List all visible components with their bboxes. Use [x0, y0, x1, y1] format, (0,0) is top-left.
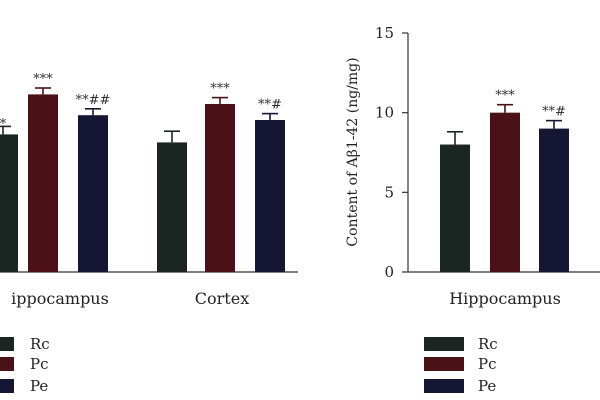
bar-pc: [490, 112, 520, 273]
right-bar-chart: 0 5 10 15 Content of Aβ1-42 (ng/mg) *** **# Hip…: [345, 24, 600, 308]
significance-label: **#: [542, 105, 566, 120]
legend-label-pe: Pe: [30, 377, 48, 395]
legend-swatch-rc: [424, 337, 464, 351]
y-tick-label: 0: [384, 263, 394, 281]
y-tick-label: 10: [375, 104, 394, 122]
y-tick-label: 15: [375, 24, 394, 42]
legend-label-pc: Pc: [30, 355, 49, 373]
bar-rc-0: [0, 134, 18, 272]
significance-label: **#: [258, 98, 282, 113]
left-legend: Rc Pc Pe: [0, 335, 50, 395]
legend-swatch-rc: [0, 337, 14, 351]
significance-label-cropped: *: [0, 117, 7, 132]
bar-pe-0: [78, 115, 108, 272]
right-legend: Rc Pc Pe: [424, 335, 498, 395]
legend-swatch-pe: [0, 379, 14, 393]
bar-rc: [440, 144, 470, 272]
category-label: ippocampus: [11, 289, 109, 308]
bar-rc-1: [157, 142, 187, 272]
bar-pc-0: [28, 94, 58, 273]
category-label: Cortex: [195, 289, 249, 308]
legend-swatch-pe: [424, 379, 464, 393]
legend-label-rc: Rc: [478, 335, 498, 353]
y-tick-label: 5: [384, 183, 394, 201]
legend-label-rc: Rc: [30, 335, 50, 353]
legend-label-pc: Pc: [478, 355, 497, 373]
significance-label: ***: [495, 89, 515, 104]
legend-swatch-pc: [0, 357, 14, 371]
y-axis-label: Content of Aβ1-42 (ng/mg): [345, 57, 361, 246]
left-bar-chart: *** **## *** **# * ippocampus Cortex: [0, 72, 298, 308]
bar-pc-1: [205, 104, 235, 272]
legend-label-pe: Pe: [478, 377, 496, 395]
significance-label: **##: [76, 93, 111, 108]
significance-label: ***: [33, 72, 53, 87]
bar-pe: [539, 128, 569, 272]
category-label: Hippocampus: [449, 289, 561, 308]
legend-swatch-pc: [424, 357, 464, 371]
significance-label: ***: [210, 82, 230, 97]
bar-pe-1: [255, 120, 285, 272]
